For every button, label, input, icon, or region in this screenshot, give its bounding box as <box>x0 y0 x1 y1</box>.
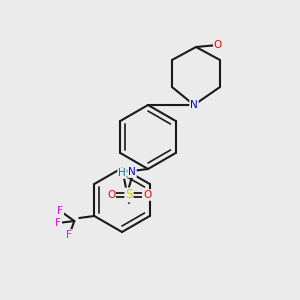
Text: O: O <box>143 190 151 200</box>
Text: O: O <box>214 40 222 50</box>
Text: H: H <box>118 168 126 178</box>
Text: S: S <box>125 188 133 202</box>
Text: F: F <box>55 218 61 228</box>
Text: O: O <box>107 190 115 200</box>
Text: N: N <box>190 100 198 110</box>
Text: N: N <box>128 167 136 177</box>
Text: F: F <box>66 230 72 240</box>
Text: F: F <box>57 206 63 216</box>
